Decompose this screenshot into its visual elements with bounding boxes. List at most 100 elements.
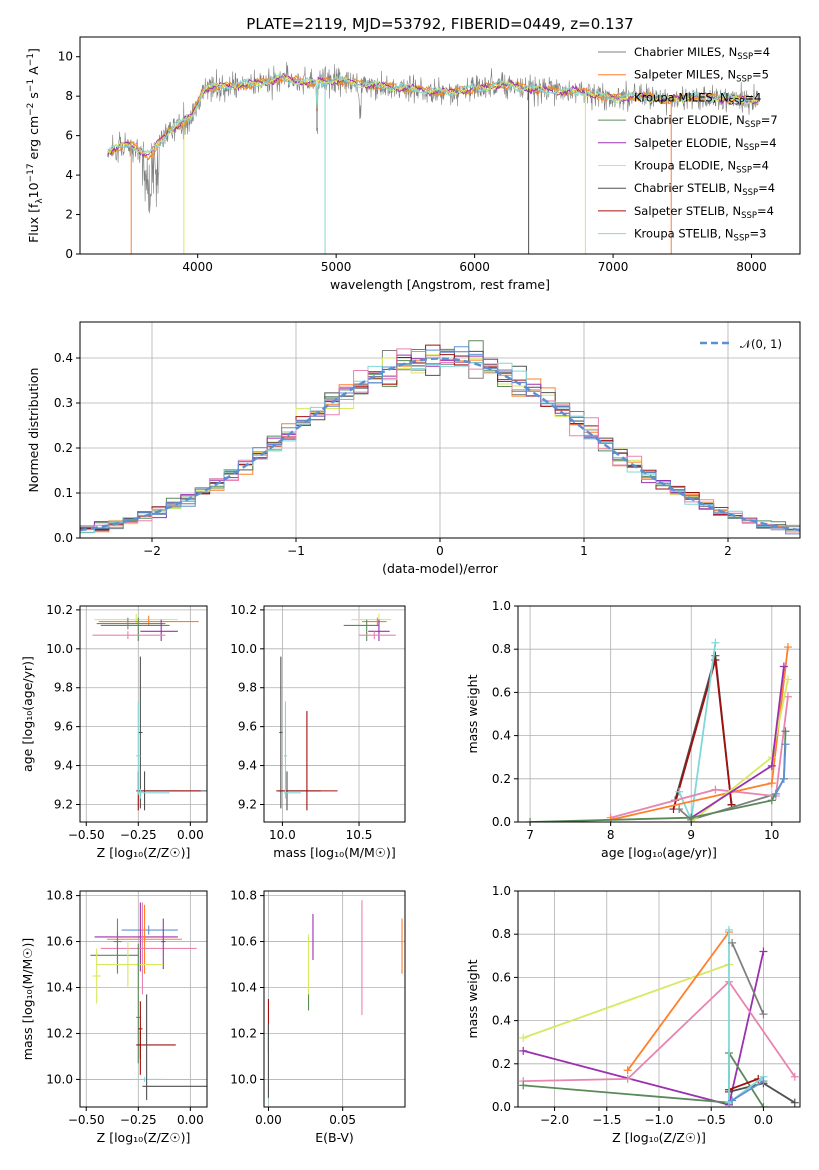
age-vs-mass-frame	[263, 605, 406, 823]
weight-series	[678, 642, 717, 822]
y-tick-label: 0.8	[492, 927, 511, 941]
weight-vs-Z-axes: −2.0 −1.5 −1.0 −0.5 0.0 0.0 0.2 0.4 0.6 0.8 1.0 Z […	[492, 884, 773, 1145]
plus-marker	[759, 1103, 768, 1107]
y-tick-label: 10.6	[46, 935, 73, 949]
y-tick-label: 10.0	[230, 1072, 257, 1086]
x-tick-label: −2.0	[540, 1113, 569, 1127]
y-tick-label: 10.4	[46, 981, 73, 995]
mass-vs-EBV-panel: 0.00 0.05 10.0 10.2 10.4 10.6 10.8 E(B-V)	[230, 889, 406, 1145]
errorbar-point	[96, 941, 164, 988]
x-axis-label: age [log₁₀(age/yr)]	[601, 845, 717, 860]
y-axis-label: mass [log₁₀(M/M☉)]	[20, 938, 35, 1060]
y-axis-label: age [log₁₀(age/yr)]	[20, 656, 35, 772]
x-tick-label: 2	[724, 544, 732, 558]
plus-marker	[767, 779, 776, 788]
plus-marker	[623, 1066, 632, 1075]
plus-marker	[781, 740, 790, 749]
model-spectrum	[107, 72, 759, 153]
legend-entry: Kroupa ELODIE, NSSP=4	[634, 159, 769, 176]
errorbars	[276, 613, 396, 811]
y-tick-label: 1.0	[492, 884, 511, 898]
errorbar-point	[92, 948, 101, 1004]
y-tick-label: 10.0	[230, 642, 257, 656]
weight-series	[728, 1078, 759, 1091]
plus-marker	[759, 1077, 768, 1086]
mass-vs-EBV-grid	[264, 891, 405, 1107]
x-tick-label: 0	[436, 544, 444, 558]
errorbar-point	[136, 943, 141, 1064]
weight-series	[610, 696, 789, 819]
x-tick-label: −0.5	[697, 1113, 726, 1127]
spectrum-frame	[79, 36, 801, 255]
plus-marker	[759, 947, 768, 956]
errorbars	[267, 900, 403, 1101]
legend-entry: Chabrier ELODIE, NSSP=7	[634, 113, 778, 130]
plus-marker	[711, 638, 720, 647]
x-tick-label: 0.0	[754, 1113, 773, 1127]
x-tick-label: −0.50	[68, 1113, 105, 1127]
y-tick-label: 1.0	[492, 599, 511, 613]
y-tick-label: 0.0	[492, 1100, 511, 1114]
errorbars	[90, 902, 207, 1101]
residual-histogram	[80, 346, 800, 535]
x-tick-label: 0.00	[177, 1113, 204, 1127]
y-tick-label: 0.2	[54, 441, 73, 455]
errorbar-point	[94, 902, 178, 972]
x-tick-label: −0.25	[120, 828, 157, 842]
chart-title: PLATE=2119, MJD=53792, FIBERID=0449, z=0…	[246, 15, 633, 33]
mass-vs-Z-panel: −0.50 −0.25 0.00 10.0 10.2 10.4 10.6 10.8 Z [log…	[20, 889, 208, 1145]
age-vs-mass-grid	[264, 606, 405, 822]
plus-marker	[675, 805, 684, 814]
y-tick-label: 0.2	[492, 1057, 511, 1071]
age-vs-mass-axes: 10.0 10.5 9.2 9.4 9.6 9.8 10.0 10.2 mass [log₁₀(…	[230, 603, 395, 860]
y-tick-label: 9.6	[238, 720, 257, 734]
errorbar-point	[121, 925, 178, 935]
y-tick-label: 0.4	[54, 351, 73, 365]
x-tick-label: 6000	[459, 260, 490, 274]
y-tick-label: 4	[65, 168, 73, 182]
y-tick-label: 2	[65, 208, 73, 222]
errorbar-point	[276, 711, 338, 811]
errorbar-point	[362, 617, 387, 626]
weight-series	[731, 1080, 764, 1102]
mass-vs-EBV-frame	[263, 890, 406, 1108]
plus-marker	[783, 643, 792, 652]
y-axis-label: Normed distribution	[26, 368, 41, 493]
x-axis-label: mass [log₁₀(M/M☉)]	[273, 845, 395, 860]
weight-lines	[526, 638, 792, 822]
age-vs-Z-frame	[79, 605, 208, 823]
legend-entry: Kroupa MILES, NSSP=4	[634, 90, 761, 107]
x-tick-label: 10.0	[269, 828, 296, 842]
errorbar-point	[343, 619, 379, 642]
y-tick-label: 0.3	[54, 396, 73, 410]
errorbar-point	[107, 904, 183, 974]
x-tick-label: 7	[526, 828, 534, 842]
errorbar-point	[368, 619, 390, 642]
errorbar-point	[138, 656, 143, 809]
plus-marker	[526, 818, 535, 822]
errorbar-point	[359, 631, 396, 640]
y-axis-label: mass weight	[465, 674, 480, 753]
errorbar-point	[136, 701, 141, 795]
plus-marker	[724, 925, 733, 934]
x-axis-label: Z [log₁₀(Z/Z☉)]	[612, 1130, 706, 1145]
plus-marker	[711, 785, 720, 794]
errorbar-point	[142, 994, 207, 1101]
x-tick-label: −1.0	[644, 1113, 673, 1127]
x-tick-label: 5000	[321, 260, 352, 274]
weight-vs-age-grid	[518, 605, 800, 823]
y-tick-label: 9.4	[54, 759, 73, 773]
y-tick-label: 10.0	[46, 642, 73, 656]
plus-marker	[519, 1033, 528, 1042]
y-tick-label: 0.0	[54, 531, 73, 545]
plus-marker	[519, 1081, 528, 1090]
x-axis-label: (data-model)/error	[382, 561, 499, 576]
y-tick-label: 10.8	[46, 889, 73, 903]
plus-marker	[759, 1010, 768, 1019]
spectrum-panel: 4000 5000 6000 7000 8000 0 2 4 6 8 10 wavelength [A…	[26, 15, 801, 292]
x-tick-label: −1.5	[592, 1113, 621, 1127]
weight-vs-Z-panel: −2.0 −1.5 −1.0 −0.5 0.0 0.0 0.2 0.4 0.6 0.8 1.0 Z […	[465, 884, 801, 1145]
errorbar-point	[136, 1031, 176, 1059]
y-tick-label: 0	[65, 247, 73, 261]
